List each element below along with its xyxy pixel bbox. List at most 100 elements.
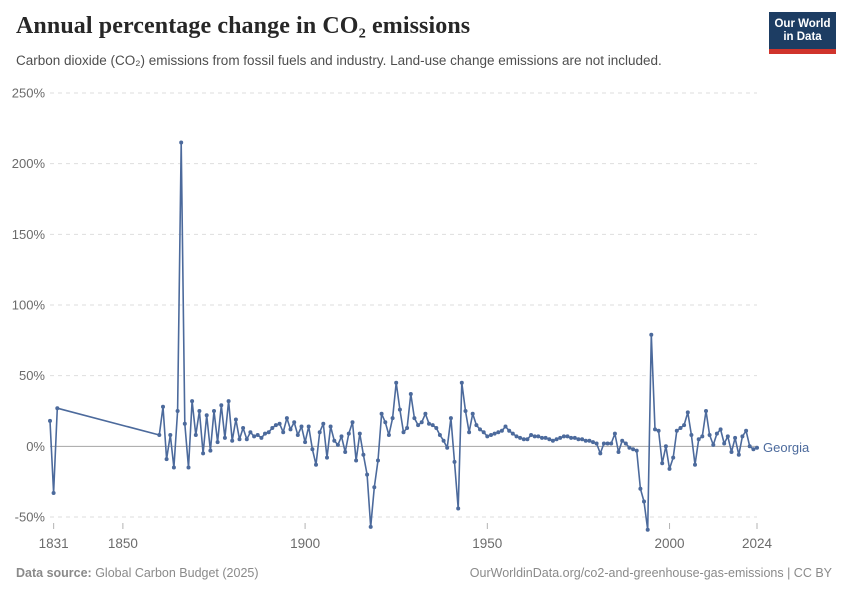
data-point — [561, 434, 566, 439]
data-point — [638, 486, 643, 491]
data-point — [346, 431, 351, 436]
data-point — [459, 380, 464, 385]
page-title: Annual percentage change in CO₂ emission… — [16, 13, 471, 39]
y-tick-label: 100% — [12, 298, 46, 313]
data-point — [587, 438, 592, 443]
data-point — [277, 421, 282, 426]
data-point — [550, 438, 555, 443]
data-point — [518, 435, 523, 440]
data-point — [729, 450, 734, 454]
data-point — [161, 404, 165, 409]
x-tick-label: 1900 — [290, 536, 320, 551]
data-point — [270, 426, 275, 430]
data-point — [408, 392, 413, 396]
data-point — [259, 435, 264, 440]
data-point — [558, 435, 563, 440]
data-point — [601, 441, 606, 446]
data-point — [354, 458, 359, 463]
data-point — [248, 430, 253, 435]
data-point — [376, 458, 380, 463]
data-point — [368, 524, 373, 529]
y-tick-label: 0% — [26, 439, 45, 454]
data-point — [186, 465, 191, 470]
data-point — [678, 426, 683, 430]
data-point — [386, 433, 391, 437]
data-point — [554, 437, 559, 442]
data-point — [620, 438, 625, 443]
data-point — [51, 491, 56, 495]
data-point — [583, 438, 588, 443]
data-point — [718, 427, 723, 432]
data-point — [467, 430, 472, 435]
data-point — [201, 451, 206, 456]
y-tick-label: 200% — [12, 156, 46, 171]
data-point — [252, 434, 257, 439]
data-point — [244, 437, 249, 442]
data-point — [372, 485, 377, 490]
data-point — [521, 437, 526, 442]
data-point — [197, 409, 202, 413]
data-point — [273, 423, 278, 428]
data-source-label: Data source: — [16, 566, 92, 580]
data-point — [594, 441, 599, 446]
data-point — [656, 428, 661, 433]
data-point — [660, 461, 665, 466]
owid-logo: Our World in Data — [769, 12, 836, 54]
data-point — [164, 457, 169, 462]
data-point — [642, 499, 646, 504]
data-point — [448, 416, 453, 421]
attribution-note: OurWorldinData.org/co2-and-greenhouse-ga… — [469, 566, 832, 580]
data-point — [350, 420, 355, 425]
x-tick-label: 1850 — [108, 536, 138, 551]
data-point — [598, 451, 603, 456]
y-tick-label: 50% — [19, 368, 45, 383]
data-point — [288, 427, 293, 432]
data-point — [222, 435, 227, 440]
data-point — [707, 433, 712, 437]
data-point — [190, 399, 195, 404]
data-point — [365, 472, 370, 477]
data-point — [612, 431, 617, 436]
x-tick-label: 2024 — [742, 536, 773, 551]
x-tick-label: 1950 — [472, 536, 502, 551]
data-point — [357, 431, 362, 436]
data-point — [434, 426, 439, 430]
y-tick-label: 150% — [12, 227, 46, 242]
data-point — [193, 433, 198, 437]
data-point — [215, 440, 220, 445]
data-point — [343, 450, 348, 454]
data-point — [755, 445, 759, 450]
data-point — [441, 438, 446, 443]
data-point — [740, 434, 745, 439]
data-point — [685, 410, 690, 415]
data-source-text: Global Carbon Budget (2025) — [91, 566, 259, 580]
data-point — [510, 431, 515, 436]
data-point — [292, 420, 297, 425]
data-point — [689, 433, 694, 437]
data-point — [463, 409, 468, 413]
data-point — [328, 424, 333, 429]
data-point — [499, 428, 504, 433]
data-point — [609, 441, 614, 446]
chart-subtitle: Carbon dioxide (CO₂) emissions from foss… — [16, 53, 662, 68]
data-point — [576, 437, 581, 442]
data-point — [507, 428, 512, 433]
data-point — [722, 441, 727, 446]
data-point — [339, 434, 344, 439]
x-tick-label: 1831 — [39, 536, 69, 551]
data-point — [427, 421, 431, 426]
data-point — [394, 380, 399, 385]
data-point — [204, 413, 209, 418]
data-point — [175, 409, 180, 413]
data-point — [543, 435, 548, 440]
data-point — [430, 423, 435, 428]
data-point — [233, 417, 238, 422]
y-tick-label: -50% — [15, 510, 46, 525]
data-point — [230, 438, 235, 443]
data-point — [682, 423, 687, 428]
data-point — [547, 437, 552, 442]
data-point — [171, 465, 176, 470]
data-point — [725, 434, 730, 439]
data-point — [306, 424, 311, 429]
